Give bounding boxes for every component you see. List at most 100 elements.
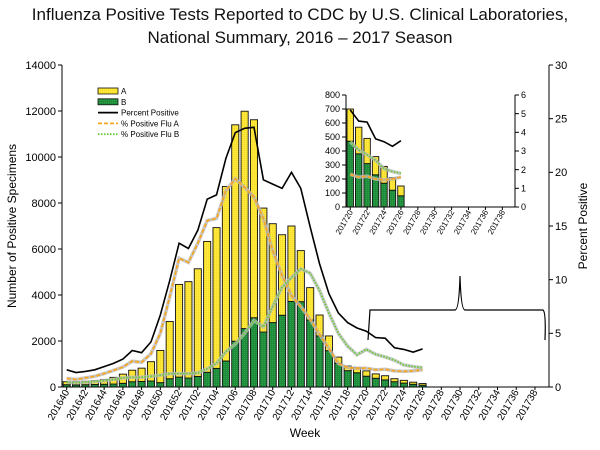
bar-a xyxy=(399,379,408,384)
inset-bar-b xyxy=(363,163,371,208)
bar-b xyxy=(324,350,333,388)
inset-y-tick-label: 300 xyxy=(325,160,340,170)
bar-b xyxy=(268,322,277,388)
legend-label: Percent Positive xyxy=(121,109,179,118)
bar-b xyxy=(259,331,268,388)
legend-swatch-b xyxy=(97,98,119,106)
y-tick-label: 4000 xyxy=(32,290,56,302)
bar-a xyxy=(231,124,240,342)
inset-y-tick-label: 0 xyxy=(335,202,340,212)
bar-b xyxy=(315,335,324,388)
y2-tick-label: 15 xyxy=(555,221,567,233)
inset-bar-b xyxy=(388,189,397,208)
bar-a xyxy=(165,321,174,380)
line-shadow xyxy=(66,266,423,385)
y-tick-label: 8000 xyxy=(32,198,56,210)
bar-b xyxy=(137,381,146,388)
inset-y2-tick-label: 5 xyxy=(521,109,526,119)
y2-tick-label: 5 xyxy=(555,328,561,340)
legend-label: B xyxy=(121,98,126,107)
bar-a xyxy=(381,375,390,381)
bar-b xyxy=(381,379,390,388)
x-axis-label: Week xyxy=(290,426,321,440)
bar-a xyxy=(362,370,371,377)
bar-a xyxy=(259,207,268,333)
bar-b xyxy=(184,377,193,388)
y-tick-label: 2000 xyxy=(32,336,56,348)
bar-b xyxy=(193,375,202,388)
y-tick-label: 14000 xyxy=(25,60,56,72)
bar-a xyxy=(193,268,202,377)
inset-bar-b xyxy=(397,195,405,208)
bar-b xyxy=(399,382,408,388)
bar-a xyxy=(418,383,427,386)
inset-y2-tick-label: 6 xyxy=(521,90,526,100)
y-tick-label: 12000 xyxy=(25,106,56,118)
bar-a xyxy=(371,373,380,379)
bar-b xyxy=(306,319,315,388)
bar-b xyxy=(343,370,352,388)
bar-b xyxy=(287,300,296,388)
y-tick-label: 10000 xyxy=(25,152,56,164)
inset-bar-a xyxy=(397,185,405,197)
inset-inset-percent-positive-line xyxy=(349,109,402,148)
y-tick-label: 6000 xyxy=(32,244,56,256)
inset-y2-tick-label: 3 xyxy=(521,146,526,156)
bar-a xyxy=(249,119,258,319)
y-axis-label: Number of Positive Specimens xyxy=(5,144,19,308)
chart-title: Influenza Positive Tests Reported to CDC… xyxy=(31,5,569,24)
bar-a xyxy=(268,223,277,324)
y2-tick-label: 0 xyxy=(555,382,561,394)
inset-y2-tick-label: 1 xyxy=(521,183,526,193)
bar-b xyxy=(296,301,305,388)
bar-b xyxy=(334,362,343,388)
legend-label: % Positive Flu A xyxy=(121,119,179,128)
inset-y-tick-label: 800 xyxy=(325,90,340,100)
-positive-flu-a-line xyxy=(66,177,423,381)
inset-y-tick-label: 500 xyxy=(325,132,340,142)
inset-line-shadow xyxy=(348,140,402,176)
bar-b xyxy=(390,381,399,388)
bar-b xyxy=(175,376,184,388)
bar-b xyxy=(212,367,221,388)
y2-tick-label: 25 xyxy=(555,114,567,126)
inset-y-tick-label: 600 xyxy=(325,118,340,128)
bar-b xyxy=(362,375,371,388)
legend-label: A xyxy=(121,87,127,96)
bar-b xyxy=(203,371,212,388)
bar-b xyxy=(128,381,137,388)
callout-bracket xyxy=(367,275,546,341)
bar-b xyxy=(221,360,230,388)
bar-b xyxy=(165,378,174,388)
y2-tick-label: 20 xyxy=(555,167,567,179)
y2-axis-label: Percent Positive xyxy=(576,182,590,269)
y2-tick-label: 30 xyxy=(555,60,567,72)
bar-b xyxy=(156,382,165,388)
bar-a xyxy=(409,381,418,385)
bar-a xyxy=(137,367,146,382)
inset-bar-a xyxy=(363,137,371,165)
inset-bar-b xyxy=(380,182,388,208)
bar-a xyxy=(287,225,296,302)
inset-x-tick-label: 201738 xyxy=(486,208,507,236)
bar-a xyxy=(184,281,193,379)
bar-b xyxy=(118,382,127,388)
inset-y-tick-label: 400 xyxy=(325,146,340,156)
inset-y-tick-label: 100 xyxy=(325,188,340,198)
legend-swatch-a xyxy=(97,87,119,95)
inset-y2-tick-label: 0 xyxy=(521,202,526,212)
bar-b xyxy=(146,380,155,388)
percent-positive-line xyxy=(66,126,423,374)
bar-a xyxy=(221,185,230,362)
bar-a xyxy=(390,378,399,383)
inset-y-tick-label: 200 xyxy=(325,174,340,184)
y2-tick-label: 10 xyxy=(555,275,567,287)
inset-bar-a xyxy=(346,108,354,142)
bar-a xyxy=(240,110,249,330)
inset-y2-tick-label: 4 xyxy=(521,127,526,137)
bar-a xyxy=(156,349,165,384)
inset-inset-pct-flu-a-line xyxy=(349,173,402,181)
bar-a xyxy=(175,283,184,378)
